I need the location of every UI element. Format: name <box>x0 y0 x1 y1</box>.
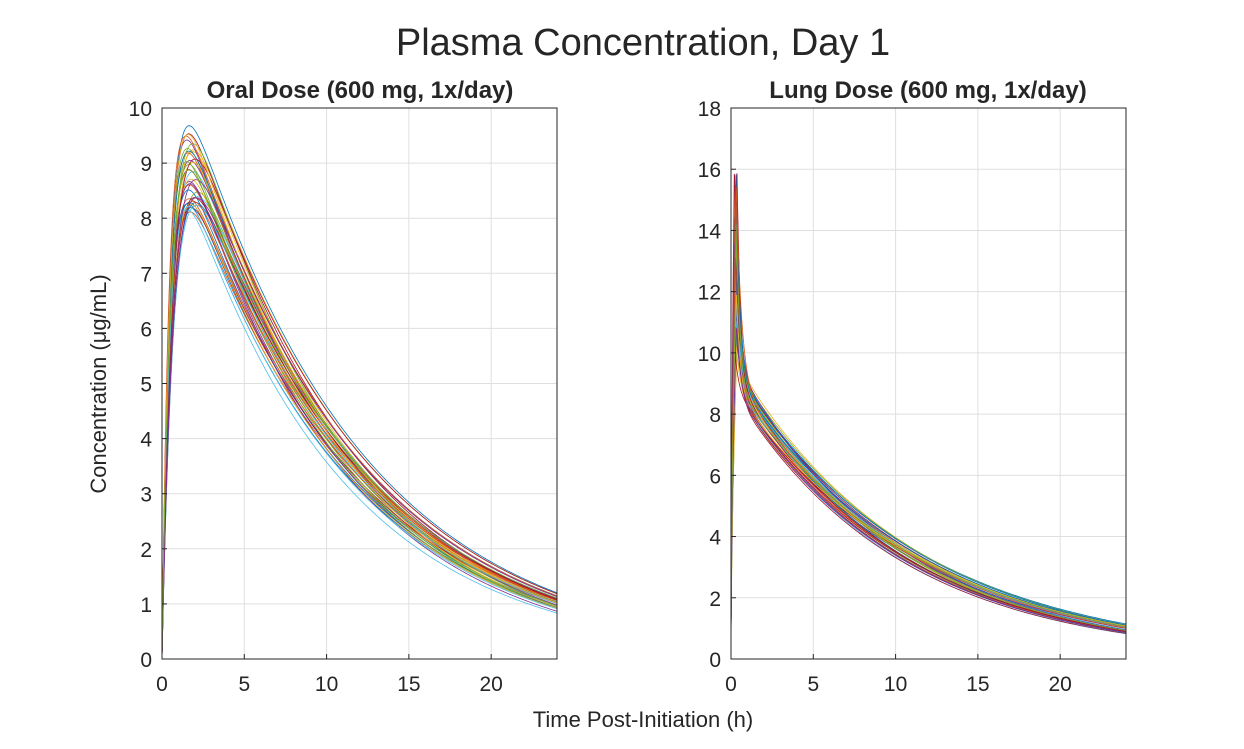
lung-dose-title: Lung Dose (600 mg, 1x/day) <box>769 77 1086 104</box>
oral-dose-series-line <box>161 203 558 660</box>
lung-dose-y-ticks: 0 2 4 6 8 10 12 14 16 18 <box>698 98 736 672</box>
lung-dose-series-line <box>730 173 1127 660</box>
lung-dose-series-line <box>730 190 1127 660</box>
lung-dose-series-line <box>730 264 1127 660</box>
oral-dose-x-tick-label: 20 <box>479 673 502 696</box>
lung-dose-y-tick-label: 14 <box>698 220 722 243</box>
lung-dose-series-line <box>730 205 1127 660</box>
oral-dose-x-tick-label: 5 <box>238 673 250 696</box>
oral-dose-series <box>161 125 558 660</box>
lung-dose-x-tick-label: 15 <box>966 673 989 696</box>
oral-dose-y-tick-label: 9 <box>140 153 152 176</box>
oral-dose-x-tick-label: 15 <box>397 673 420 696</box>
lung-dose-series-line <box>730 173 1127 660</box>
lung-dose-y-tick-label: 16 <box>698 159 721 182</box>
lung-dose-series-line <box>730 346 1127 660</box>
lung-dose-series-line <box>730 186 1127 660</box>
lung-dose-series-line <box>730 333 1127 660</box>
oral-dose-series-line <box>161 143 558 660</box>
oral-dose-series-line <box>161 200 558 660</box>
oral-dose-x-tick-label: 0 <box>156 673 168 696</box>
lung-dose-y-tick-label: 8 <box>709 404 721 427</box>
oral-dose-series-line <box>161 135 558 660</box>
oral-dose-series-line <box>161 125 558 660</box>
lung-dose-y-tick-label: 6 <box>709 465 721 488</box>
oral-dose-series-line <box>161 207 558 660</box>
lung-dose-series-line <box>730 333 1127 660</box>
lung-dose-series-line <box>730 174 1127 660</box>
oral-dose-series-line <box>161 162 558 660</box>
lung-dose-grid <box>730 107 1126 660</box>
oral-dose-series-line <box>161 202 558 660</box>
lung-dose-series-line <box>730 286 1127 660</box>
lung-dose-series-line <box>730 242 1127 660</box>
oral-dose-series-line <box>161 134 558 660</box>
lung-dose-x-ticks: 0 5 10 15 20 <box>725 654 1072 696</box>
lung-dose-series-line <box>730 214 1127 660</box>
oral-dose-y-ticks: 0 1 2 3 4 5 6 7 8 9 10 <box>129 98 167 672</box>
lung-dose-series-line <box>730 195 1127 660</box>
oral-dose-series-line <box>161 178 558 660</box>
lung-dose-y-tick-label: 10 <box>698 343 721 366</box>
oral-dose-y-tick-label: 4 <box>140 429 152 452</box>
lung-dose-x-tick-label: 5 <box>807 673 819 696</box>
lung-dose-series-line <box>730 280 1127 660</box>
oral-dose-y-tick-label: 8 <box>140 208 152 231</box>
oral-dose-series-line <box>161 204 558 660</box>
lung-dose-series-line <box>730 320 1127 660</box>
lung-dose-y-tick-label: 2 <box>709 588 721 611</box>
oral-dose-series-line <box>161 202 558 660</box>
oral-dose-series-line <box>161 209 558 660</box>
lung-dose-series-line <box>730 325 1127 660</box>
lung-dose-series-line <box>730 184 1127 660</box>
oral-dose-series-line <box>161 179 558 660</box>
lung-dose-series-line <box>730 224 1127 660</box>
lung-dose-series-line <box>730 326 1127 660</box>
lung-dose-axes: Lung Dose (600 mg, 1x/day) 0 5 10 15 20 0 2 4 6… <box>698 77 1127 696</box>
oral-dose-series-line <box>161 164 558 660</box>
oral-dose-series-line <box>161 184 558 660</box>
lung-dose-series-line <box>730 275 1127 660</box>
lung-dose-x-tick-label: 0 <box>725 673 737 696</box>
lung-dose-y-tick-label: 4 <box>709 527 721 550</box>
lung-dose-series-line <box>730 187 1127 660</box>
oral-dose-ylabel: Concentration (μg/mL) <box>86 274 111 493</box>
oral-dose-series-line <box>161 211 558 660</box>
oral-dose-series-line <box>161 161 558 660</box>
oral-dose-series-line <box>161 197 558 660</box>
oral-dose-y-tick-label: 0 <box>140 649 152 672</box>
lung-dose-frame <box>730 107 1127 660</box>
oral-dose-y-tick-label: 7 <box>140 263 152 286</box>
oral-dose-series-line <box>161 183 558 660</box>
lung-dose-y-tick-label: 0 <box>709 649 721 672</box>
oral-dose-title: Oral Dose (600 mg, 1x/day) <box>207 77 514 104</box>
lung-dose-series-line <box>730 318 1127 660</box>
lung-dose-series <box>730 173 1127 660</box>
oral-dose-y-tick-label: 1 <box>140 594 152 617</box>
lung-dose-series-line <box>730 257 1127 660</box>
oral-dose-y-tick-label: 5 <box>140 374 152 397</box>
figure-title: Plasma Concentration, Day 1 <box>396 22 890 64</box>
oral-dose-axes: Oral Dose (600 mg, 1x/day) 0 5 10 15 20 0 1 2 3… <box>86 77 558 696</box>
lung-dose-series-line <box>730 203 1127 660</box>
lung-dose-series-line <box>730 217 1127 660</box>
oral-dose-x-ticks: 0 5 10 15 20 <box>156 654 503 696</box>
lung-dose-series-line <box>730 294 1127 660</box>
shared-xlabel: Time Post-Initiation (h) <box>533 707 753 732</box>
lung-dose-y-tick-label: 18 <box>698 98 721 121</box>
oral-dose-y-tick-label: 10 <box>129 98 152 121</box>
oral-dose-y-tick-label: 3 <box>140 484 152 507</box>
lung-dose-x-tick-label: 20 <box>1048 673 1071 696</box>
oral-dose-series-line <box>161 169 558 660</box>
lung-dose-series-line <box>730 217 1127 660</box>
lung-dose-series-line <box>730 329 1127 660</box>
oral-dose-series-line <box>161 206 558 660</box>
oral-dose-y-tick-label: 6 <box>140 318 152 341</box>
oral-dose-x-tick-label: 10 <box>315 673 338 696</box>
lung-dose-series-line <box>730 296 1127 660</box>
lung-dose-x-tick-label: 10 <box>884 673 907 696</box>
lung-dose-y-tick-label: 12 <box>698 282 721 305</box>
oral-dose-y-tick-label: 2 <box>140 539 152 562</box>
